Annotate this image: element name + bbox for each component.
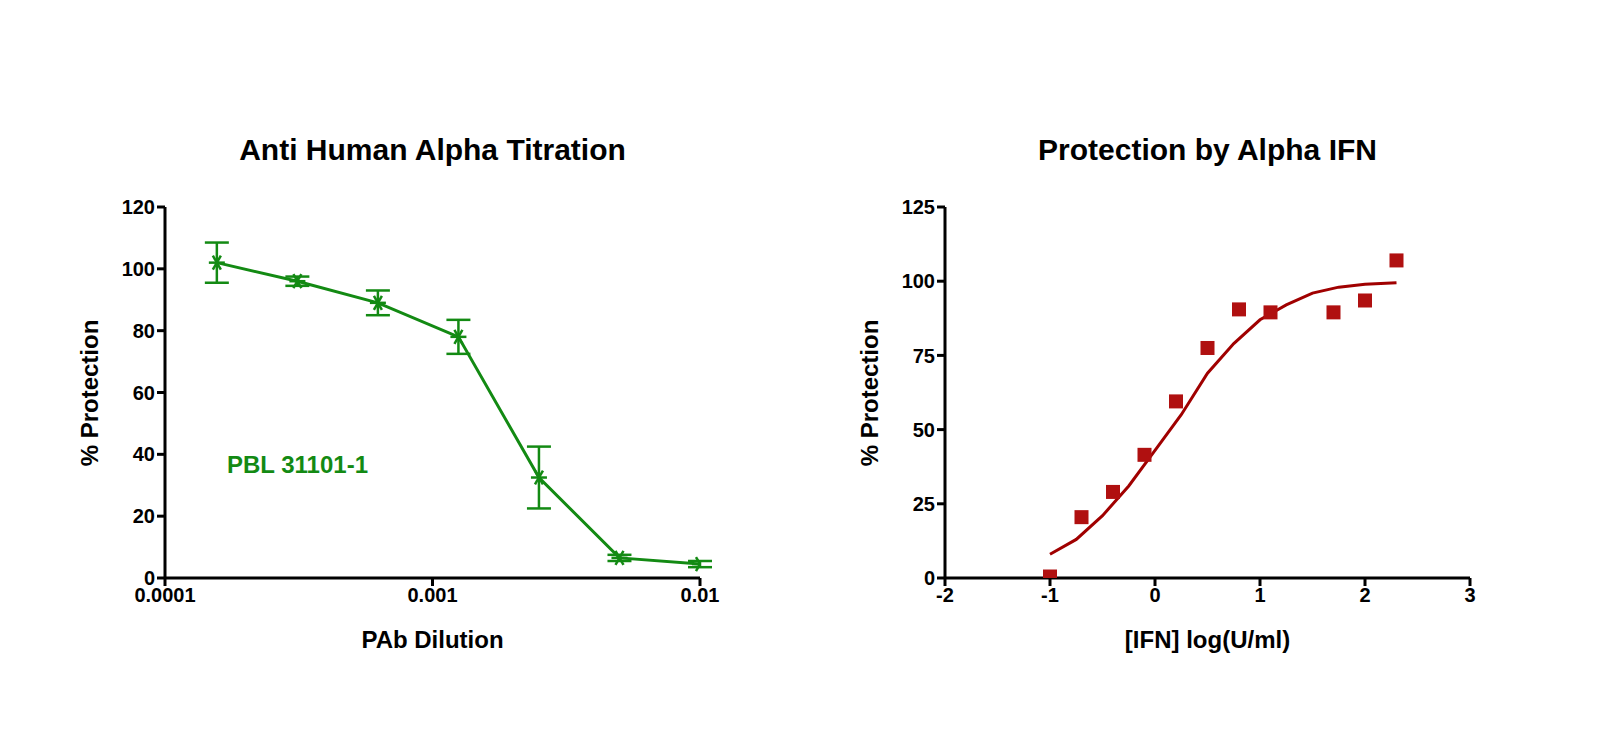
svg-text:0: 0	[144, 567, 155, 589]
svg-text:-1: -1	[1041, 584, 1059, 606]
svg-text:40: 40	[133, 443, 155, 465]
html-text:PAb Dilution: PAb Dilution	[361, 626, 504, 653]
svg-text:-2: -2	[936, 584, 954, 606]
svg-text:1: 1	[1254, 584, 1265, 606]
html-text:PBL 31101-1: PBL 31101-1	[227, 451, 368, 478]
svg-text:50: 50	[913, 419, 935, 441]
svg-text:0.0001: 0.0001	[134, 584, 196, 607]
svg-text:75: 75	[913, 345, 935, 367]
svg-text:80: 80	[133, 320, 155, 342]
svg-text:0: 0	[1149, 584, 1160, 606]
svg-text:100: 100	[122, 258, 155, 280]
svg-text:2: 2	[1359, 584, 1370, 606]
html-text:% Protection: % Protection	[856, 319, 883, 466]
html-text:[IFN] log(U/ml): [IFN] log(U/ml)	[1124, 626, 1291, 653]
svg-text:0.001: 0.001	[407, 584, 457, 606]
html-text:% Protection: % Protection	[76, 319, 103, 466]
svg-text:3: 3	[1464, 584, 1475, 606]
svg-text:100: 100	[902, 270, 935, 292]
svg-text:20: 20	[133, 505, 155, 527]
html-text:Anti Human Alpha Titration: Anti Human Alpha Titration	[239, 133, 626, 166]
svg-text:0.01: 0.01	[681, 584, 720, 606]
html-text:Protection by Alpha IFN: Protection by Alpha IFN	[1038, 133, 1377, 166]
svg-text:60: 60	[133, 382, 155, 404]
svg-text:0: 0	[924, 567, 935, 589]
svg-text:120: 120	[122, 196, 155, 218]
svg-text:25: 25	[913, 493, 935, 515]
svg-text:125: 125	[902, 196, 935, 218]
